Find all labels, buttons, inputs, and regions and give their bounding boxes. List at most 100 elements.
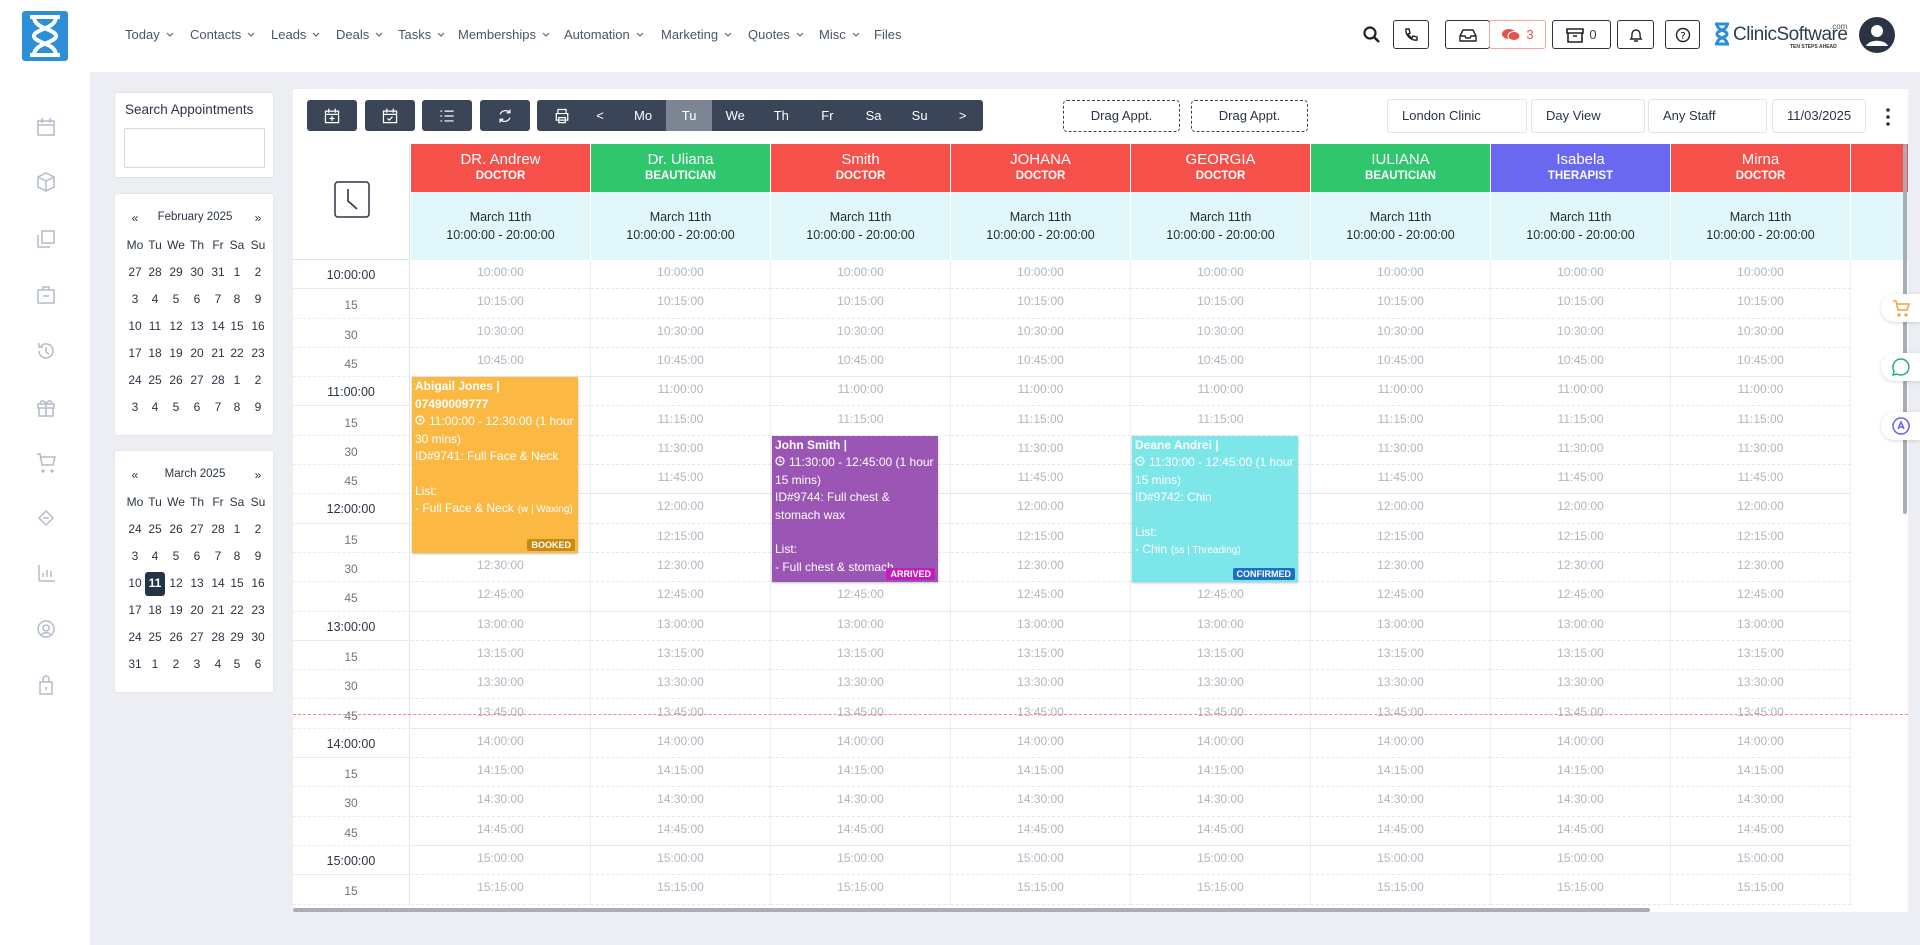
- appointment[interactable]: Abigail Jones | 07490009777 11:00:00 - 12…: [412, 377, 578, 553]
- calendar-prev[interactable]: «: [131, 468, 139, 482]
- calendar-day[interactable]: 1: [151, 657, 159, 671]
- calendar-next[interactable]: »: [254, 468, 262, 482]
- calendar-day[interactable]: 30: [251, 630, 265, 644]
- filter-select[interactable]: London Clinic: [1387, 99, 1527, 133]
- calendar-day[interactable]: 31: [211, 265, 225, 279]
- nav-day[interactable]: Tu: [666, 100, 713, 131]
- box-button[interactable]: 0: [1552, 20, 1611, 49]
- calendar-day[interactable]: 25: [148, 373, 162, 387]
- floating-button[interactable]: [1881, 412, 1920, 440]
- phone-button[interactable]: [1393, 20, 1429, 49]
- calendar-day[interactable]: 9: [254, 400, 262, 414]
- v-scrollbar[interactable]: [1903, 144, 1907, 514]
- calendar-day[interactable]: 30: [190, 265, 204, 279]
- calendar-day[interactable]: 5: [172, 400, 180, 414]
- menu-item[interactable]: Today: [125, 27, 174, 42]
- menu-item[interactable]: Marketing: [661, 27, 732, 42]
- calendar-day[interactable]: 4: [151, 292, 159, 306]
- calendar-day[interactable]: 9: [254, 292, 262, 306]
- calendar-day[interactable]: 8: [233, 292, 241, 306]
- calendar-day[interactable]: 2: [172, 657, 180, 671]
- calendar-day[interactable]: 23: [251, 603, 265, 617]
- calendar-day[interactable]: 29: [169, 265, 183, 279]
- calendar-day[interactable]: 23: [251, 346, 265, 360]
- filter-select[interactable]: Day View: [1531, 99, 1645, 133]
- calendar-day[interactable]: 11: [148, 319, 162, 333]
- calendar-day[interactable]: 31: [128, 657, 142, 671]
- calendar-day[interactable]: 8: [233, 400, 241, 414]
- chat-button[interactable]: 3: [1489, 20, 1546, 49]
- calendar-day[interactable]: 6: [193, 292, 201, 306]
- calendar-day[interactable]: 22: [230, 603, 244, 617]
- calendar-day[interactable]: 6: [193, 549, 201, 563]
- menu-item[interactable]: Quotes: [748, 27, 804, 42]
- bell-button[interactable]: [1617, 20, 1654, 49]
- calendar-day[interactable]: 27: [190, 373, 204, 387]
- calendar-day[interactable]: 4: [151, 400, 159, 414]
- calendar-day[interactable]: 12: [169, 576, 183, 590]
- calendar-next[interactable]: »: [254, 211, 262, 225]
- search-icon[interactable]: [1363, 26, 1381, 44]
- toolbar-button[interactable]: [364, 100, 415, 131]
- calendar-day[interactable]: 3: [193, 657, 201, 671]
- calendar-day[interactable]: 1: [233, 373, 241, 387]
- calendar-day[interactable]: 10: [128, 576, 142, 590]
- calendar-day[interactable]: 15: [230, 576, 244, 590]
- calendar-day[interactable]: 6: [254, 657, 262, 671]
- drag-button[interactable]: Drag Appt.: [1191, 100, 1308, 132]
- calendar-day[interactable]: 11: [148, 576, 162, 590]
- calendar-day[interactable]: 7: [214, 549, 222, 563]
- calendar-day[interactable]: 13: [190, 576, 204, 590]
- calendar-day[interactable]: 28: [211, 522, 225, 536]
- help-button[interactable]: ?: [1665, 20, 1700, 49]
- filter-select[interactable]: Any Staff: [1648, 99, 1767, 133]
- menu-item[interactable]: Contacts: [190, 27, 255, 42]
- avatar[interactable]: [1859, 17, 1895, 53]
- calendar-day[interactable]: 29: [230, 630, 244, 644]
- h-scrollbar[interactable]: [293, 908, 1650, 912]
- calendar-day[interactable]: 27: [128, 265, 142, 279]
- calendar-day[interactable]: 16: [251, 576, 265, 590]
- calendar-day[interactable]: 25: [148, 522, 162, 536]
- calendar-day[interactable]: 20: [190, 603, 204, 617]
- calendar-day[interactable]: 17: [128, 603, 142, 617]
- logo[interactable]: [22, 11, 68, 61]
- nav-day[interactable]: Sa: [865, 108, 882, 123]
- calendar-day[interactable]: 7: [214, 400, 222, 414]
- calendar-day[interactable]: 27: [190, 522, 204, 536]
- calendar-prev[interactable]: «: [131, 211, 139, 225]
- calendar-day[interactable]: 7: [214, 292, 222, 306]
- calendar-day[interactable]: 20: [190, 346, 204, 360]
- calendar-day[interactable]: 3: [131, 549, 139, 563]
- toolbar-button[interactable]: [307, 100, 357, 131]
- nav-next[interactable]: >: [958, 108, 967, 123]
- calendar-day[interactable]: 28: [211, 373, 225, 387]
- calendar-day[interactable]: 26: [169, 522, 183, 536]
- calendar-day[interactable]: 4: [214, 657, 222, 671]
- calendar-day[interactable]: 19: [169, 346, 183, 360]
- nav-prev[interactable]: <: [596, 108, 604, 123]
- calendar-day[interactable]: 2: [254, 373, 262, 387]
- calendar-day[interactable]: 22: [230, 346, 244, 360]
- calendar-day[interactable]: 18: [148, 346, 162, 360]
- floating-button[interactable]: [1881, 294, 1920, 322]
- calendar-day[interactable]: 28: [148, 265, 162, 279]
- calendar-day[interactable]: 14: [211, 319, 225, 333]
- calendar-day[interactable]: 28: [211, 630, 225, 644]
- calendar-day[interactable]: 15: [230, 319, 244, 333]
- nav-day[interactable]: Fr: [821, 108, 834, 123]
- calendar-day[interactable]: 21: [211, 603, 225, 617]
- appointment[interactable]: John Smith | 11:30:00 - 12:45:00 (1 hour …: [772, 435, 938, 583]
- filter-select[interactable]: 11/03/2025: [1772, 99, 1866, 133]
- calendar-day[interactable]: 19: [169, 603, 183, 617]
- nav-day[interactable]: Su: [911, 108, 928, 123]
- calendar-day[interactable]: 4: [151, 549, 159, 563]
- nav-day[interactable]: Mo: [634, 108, 653, 123]
- inbox-button[interactable]: [1445, 20, 1490, 49]
- nav-day[interactable]: Th: [773, 108, 789, 123]
- calendar-day[interactable]: 16: [251, 319, 265, 333]
- nav-day[interactable]: We: [725, 108, 745, 123]
- calendar-day[interactable]: 5: [233, 657, 241, 671]
- calendar-day[interactable]: 26: [169, 630, 183, 644]
- toolbar-button[interactable]: [422, 100, 472, 131]
